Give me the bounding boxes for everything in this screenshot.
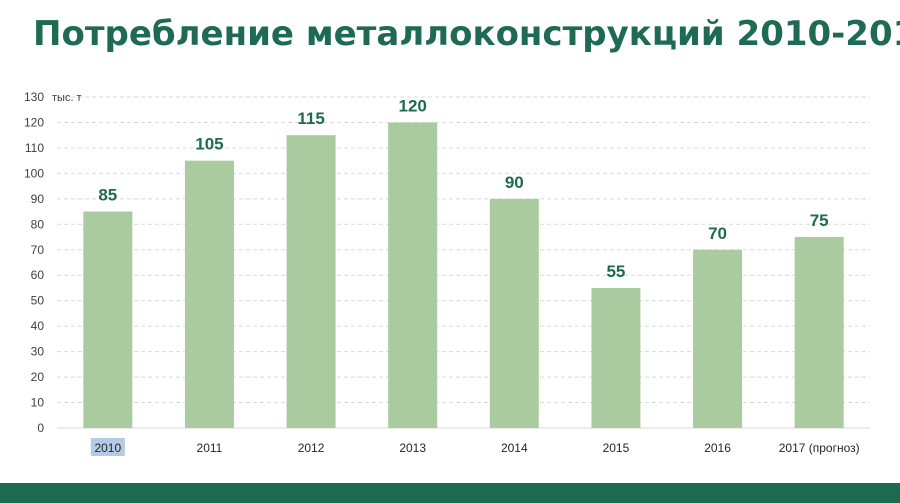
data-label: 55 bbox=[606, 262, 625, 281]
bar bbox=[794, 237, 844, 428]
bar bbox=[693, 249, 743, 428]
x-tick-label: 2012 bbox=[298, 441, 325, 455]
selection-highlight bbox=[90, 438, 125, 456]
data-label: 75 bbox=[810, 211, 829, 230]
y-tick-label: 120 bbox=[24, 115, 44, 129]
bar bbox=[591, 287, 641, 428]
y-tick-label: 50 bbox=[31, 294, 45, 308]
y-tick-label: 10 bbox=[31, 396, 45, 410]
y-tick-label: 110 bbox=[25, 141, 44, 155]
y-tick-label: 30 bbox=[31, 345, 45, 359]
x-tick-label: 2013 bbox=[399, 441, 426, 455]
bar bbox=[388, 122, 438, 428]
y-tick-label: 0 bbox=[37, 421, 44, 435]
x-tick-label: 2016 bbox=[704, 441, 731, 455]
data-label: 85 bbox=[98, 186, 117, 205]
y-tick-label: 130 bbox=[24, 90, 44, 104]
y-tick-label: 40 bbox=[31, 319, 45, 333]
y-tick-label: 90 bbox=[31, 192, 45, 206]
unit-label: тыс. т bbox=[52, 92, 82, 104]
data-label: 90 bbox=[505, 173, 524, 192]
x-axis-ticks: 2010 2011 2012 2013 2014 2015 2016 2017 (прогно… bbox=[90, 438, 860, 456]
y-tick-label: 70 bbox=[31, 243, 45, 257]
x-tick-label: 2011 bbox=[197, 441, 223, 455]
data-label: 115 bbox=[297, 109, 324, 128]
y-tick-label: 20 bbox=[31, 370, 45, 384]
bar bbox=[286, 135, 336, 428]
x-tick-label: 2010 bbox=[94, 441, 121, 455]
x-tick-label: 2017 (прогноз) bbox=[779, 441, 860, 455]
data-label: 120 bbox=[399, 96, 427, 115]
gridlines bbox=[57, 96, 870, 429]
y-axis-ticks: 0 10 20 30 40 50 60 70 80 90 100 110 120 130 bbox=[24, 90, 44, 435]
y-tick-label: 80 bbox=[31, 217, 45, 231]
bars bbox=[83, 122, 844, 428]
bar bbox=[83, 211, 133, 428]
y-tick-label: 100 bbox=[24, 166, 44, 180]
bar bbox=[184, 160, 234, 428]
bar bbox=[489, 198, 539, 428]
data-label: 105 bbox=[195, 135, 223, 154]
footer-bar bbox=[0, 483, 900, 503]
x-tick-label: 2014 bbox=[501, 441, 528, 455]
x-tick-label: 2015 bbox=[603, 441, 630, 455]
data-labels: 85 105 115 120 90 55 70 75 bbox=[98, 96, 828, 281]
data-label: 70 bbox=[708, 224, 727, 243]
slide-title: Потребление металлоконструкций 2010-2017 bbox=[33, 14, 900, 54]
y-tick-label: 60 bbox=[31, 268, 45, 282]
